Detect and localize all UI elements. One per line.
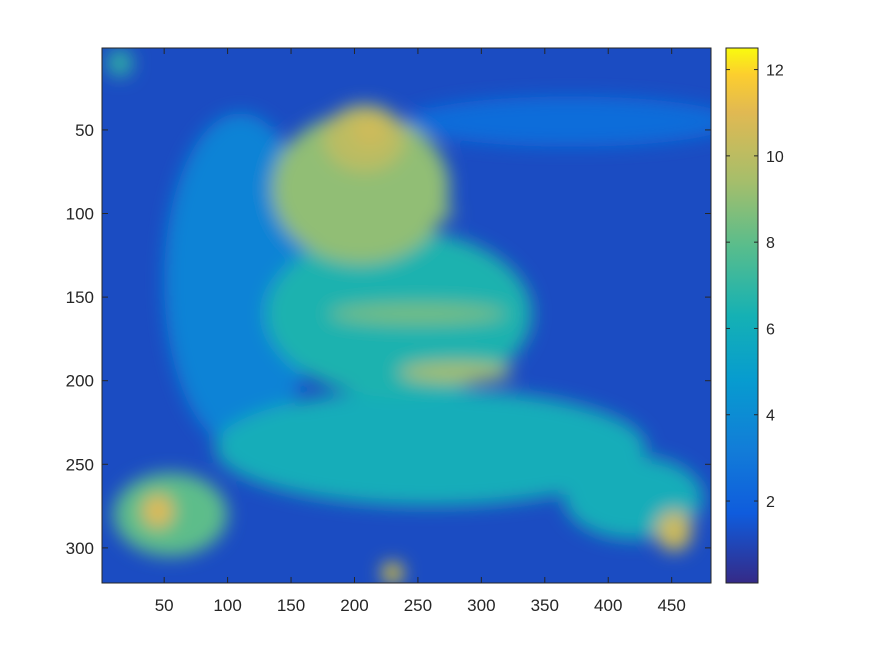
- y-axis: 50 100 150 200 250 300: [66, 121, 711, 558]
- colorbar-tick-label: 12: [766, 63, 784, 80]
- heatmap-intensity-layer: [107, 49, 711, 583]
- heat-region-lower-body: [214, 389, 647, 507]
- y-tick-label: 250: [66, 455, 94, 474]
- x-tick-label: 200: [340, 596, 368, 615]
- colorbar-tick-label: 2: [766, 494, 775, 511]
- y-tick-label: 200: [66, 372, 94, 391]
- x-tick-label: 150: [277, 596, 305, 615]
- x-tick-label: 450: [657, 596, 685, 615]
- heat-region-hotspot-top: [351, 113, 388, 147]
- heatmap-plot-area: [101, 47, 712, 584]
- heat-region-hotspot-right: [656, 511, 692, 552]
- heat-region-band-1: [291, 203, 456, 224]
- y-tick-label: 300: [66, 539, 94, 558]
- y-tick-label: 100: [66, 205, 94, 224]
- heat-region-band-2: [329, 303, 507, 324]
- heat-region-hotspot-left: [142, 494, 174, 528]
- colorbar-tick-label: 10: [766, 149, 784, 166]
- y-tick-label: 150: [66, 288, 94, 307]
- heat-region-upper-body: [272, 113, 450, 264]
- colorbar-tick-label: 8: [766, 235, 775, 252]
- colorbar-tick-label: 6: [766, 321, 775, 338]
- heat-region-top-right-streaks: [405, 96, 711, 147]
- colorbar: 2 4 6 8 10 12: [725, 47, 784, 584]
- y-tick-label: 50: [75, 121, 94, 140]
- x-tick-label: 100: [213, 596, 241, 615]
- plot-frame: [101, 47, 712, 584]
- colorbar-gradient: [726, 48, 758, 583]
- x-axis: 50 100 150 200 250 300 350 400 450: [155, 48, 686, 615]
- x-tick-label: 300: [467, 596, 495, 615]
- colorbar-tick-label: 4: [766, 408, 775, 425]
- x-tick-label: 350: [531, 596, 559, 615]
- x-tick-label: 250: [404, 596, 432, 615]
- heat-region-top-left-corner: [107, 49, 133, 77]
- heat-region-band-3: [398, 362, 514, 383]
- x-tick-label: 50: [155, 596, 174, 615]
- colorbar-ticks: 2 4 6 8 10 12: [726, 63, 784, 511]
- heat-region-hotspot-bottom: [382, 562, 403, 583]
- colorbar-frame: [725, 47, 759, 584]
- x-tick-label: 400: [594, 596, 622, 615]
